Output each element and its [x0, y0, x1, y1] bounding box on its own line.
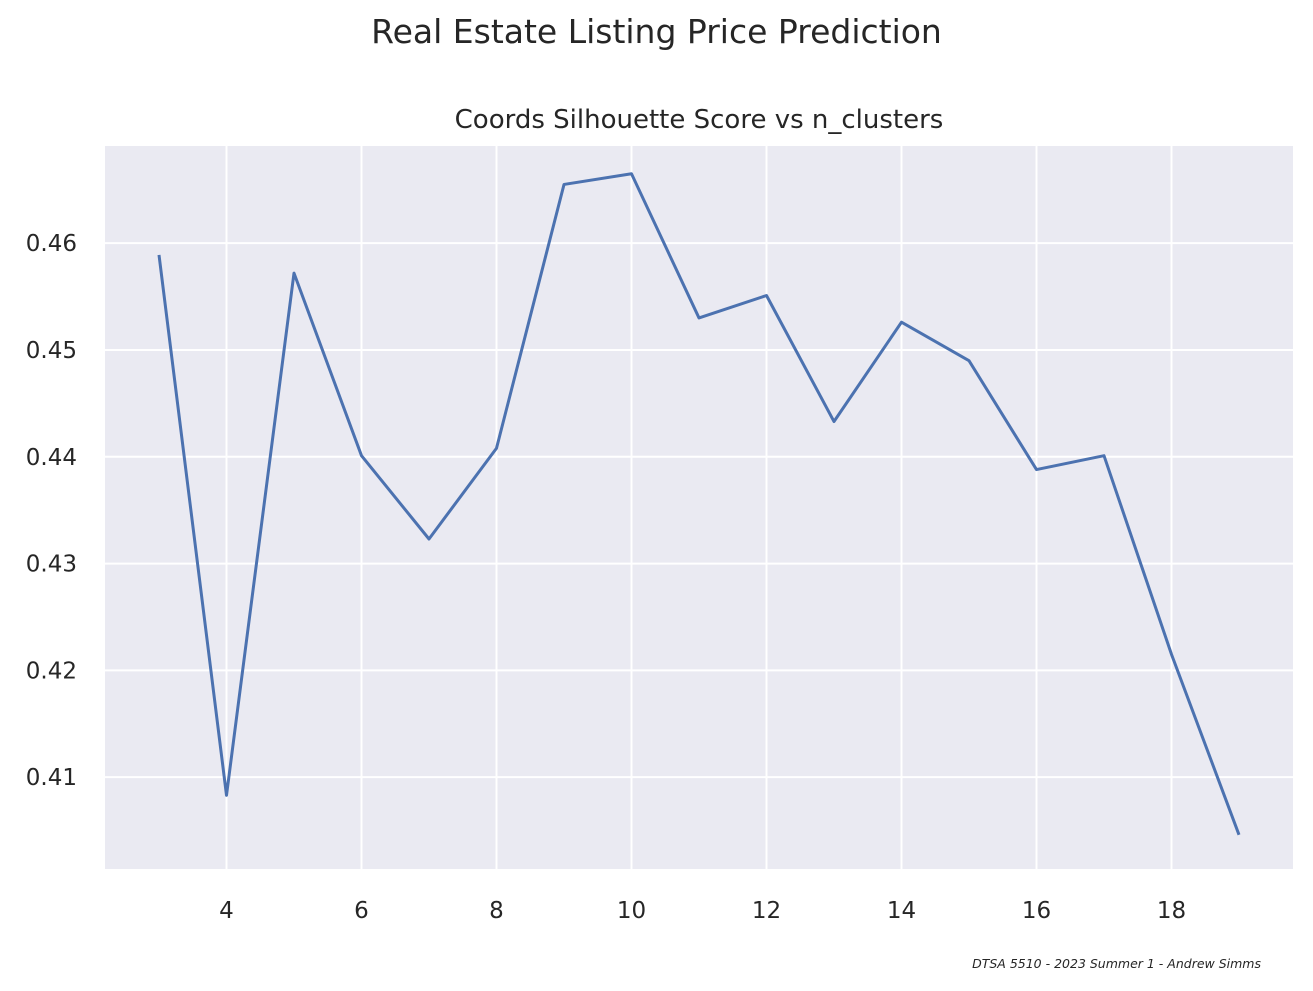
- y-tick-label: 0.43: [26, 552, 77, 578]
- x-tick-label: 16: [1022, 898, 1051, 924]
- x-tick-label: 12: [752, 898, 781, 924]
- x-tick-label: 18: [1157, 898, 1186, 924]
- y-tick-label: 0.45: [26, 338, 77, 364]
- x-tick-label: 10: [617, 898, 646, 924]
- y-tick-label: 0.46: [26, 231, 77, 257]
- x-tick-label: 6: [354, 898, 369, 924]
- x-tick-labels: 4 6 8 10 12 14 16 18: [219, 898, 1186, 924]
- y-tick-label: 0.41: [26, 765, 77, 791]
- y-tick-labels: 0.41 0.42 0.43 0.44 0.45 0.46: [26, 231, 77, 791]
- footer-credit: DTSA 5510 - 2023 Summer 1 - Andrew Simms: [972, 956, 1261, 971]
- x-gridlines: [225, 146, 1173, 869]
- series-layer: [157, 172, 1241, 836]
- plot-area: [105, 146, 1293, 869]
- series-line: [157, 172, 1241, 836]
- y-gridlines: [105, 242, 1293, 779]
- x-tick-label: 4: [219, 898, 234, 924]
- x-tick-label: 8: [489, 898, 504, 924]
- figure-suptitle: Real Estate Listing Price Prediction: [371, 12, 942, 51]
- chart-title: Coords Silhouette Score vs n_clusters: [455, 105, 944, 135]
- y-tick-label: 0.42: [26, 658, 77, 684]
- y-tick-label: 0.44: [26, 445, 77, 471]
- x-tick-label: 14: [887, 898, 916, 924]
